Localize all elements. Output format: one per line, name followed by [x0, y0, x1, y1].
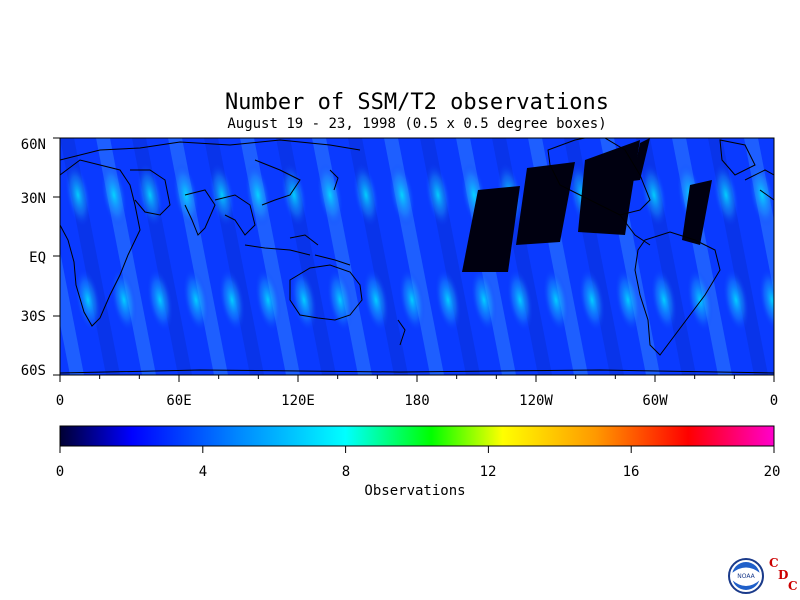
high-count-region	[722, 268, 750, 332]
high-count-region	[424, 163, 452, 227]
coastlines	[60, 138, 774, 374]
high-count-region	[506, 268, 534, 332]
lat-label-60n: 60N	[20, 137, 46, 153]
colorbar-label-20: 20	[763, 464, 781, 480]
lon-label-120e: 120E	[281, 393, 315, 409]
high-count-region	[182, 268, 210, 332]
high-count-region	[578, 268, 606, 332]
colorbar-label-0: 0	[55, 464, 65, 480]
data-gap-regions	[462, 138, 712, 272]
cdc-letter-d: D	[778, 568, 789, 582]
high-count-region	[712, 163, 740, 227]
map-title: Number of SSM/T2 observations	[224, 90, 610, 115]
lon-label-60w: 60W	[642, 393, 668, 409]
colorbar	[59, 425, 775, 447]
high-count-region	[316, 163, 344, 227]
colorbar-label-12: 12	[479, 464, 497, 480]
lat-label-30n: 30N	[20, 191, 46, 207]
high-count-region	[748, 163, 774, 227]
high-count-region	[280, 163, 308, 227]
high-count-region	[470, 268, 498, 332]
colorbar-label-8: 8	[341, 464, 351, 480]
high-count-region	[434, 268, 462, 332]
high-count-region	[254, 268, 282, 332]
high-count-region	[686, 268, 714, 332]
colorbar-title: Observations	[364, 483, 466, 499]
map-subtitle: August 19 - 23, 1998 (0.5 x 0.5 degree b…	[227, 116, 607, 132]
orbit-swath	[60, 251, 84, 375]
cdc-letter-c1: C	[769, 556, 779, 570]
colorbar-label-16: 16	[622, 464, 640, 480]
map-field	[60, 138, 800, 375]
high-count-region	[352, 163, 380, 227]
lon-label-0: 0	[55, 393, 65, 409]
high-count-region	[146, 268, 174, 332]
cdc-letter-c2: C	[788, 579, 798, 593]
high-count-region	[650, 268, 678, 332]
lat-label-60s: 60S	[20, 363, 46, 379]
high-count-region	[758, 268, 774, 332]
high-count-region	[110, 268, 138, 332]
axis-ticks	[53, 137, 775, 382]
lon-label-120w: 120W	[519, 393, 553, 409]
high-count-region	[290, 268, 318, 332]
high-count-region	[218, 268, 246, 332]
high-count-region	[362, 268, 390, 332]
colorbar-label-4: 4	[198, 464, 208, 480]
high-count-blobs	[64, 163, 774, 332]
high-count-region	[640, 163, 668, 227]
lon-label-60e: 60E	[166, 393, 192, 409]
colorbar-ticks	[59, 446, 775, 453]
high-count-region	[398, 268, 426, 332]
high-count-region	[542, 268, 570, 332]
lon-label-180: 180	[404, 393, 430, 409]
high-count-region	[388, 163, 416, 227]
orbit-swath	[780, 138, 800, 375]
high-count-region	[74, 268, 102, 332]
lon-label-0-east: 0	[769, 393, 779, 409]
high-count-region	[208, 163, 236, 227]
high-count-region	[64, 163, 92, 227]
lat-label-eq: EQ	[29, 250, 46, 266]
high-count-region	[100, 163, 128, 227]
lat-label-30s: 30S	[20, 309, 46, 325]
high-count-region	[614, 268, 642, 332]
